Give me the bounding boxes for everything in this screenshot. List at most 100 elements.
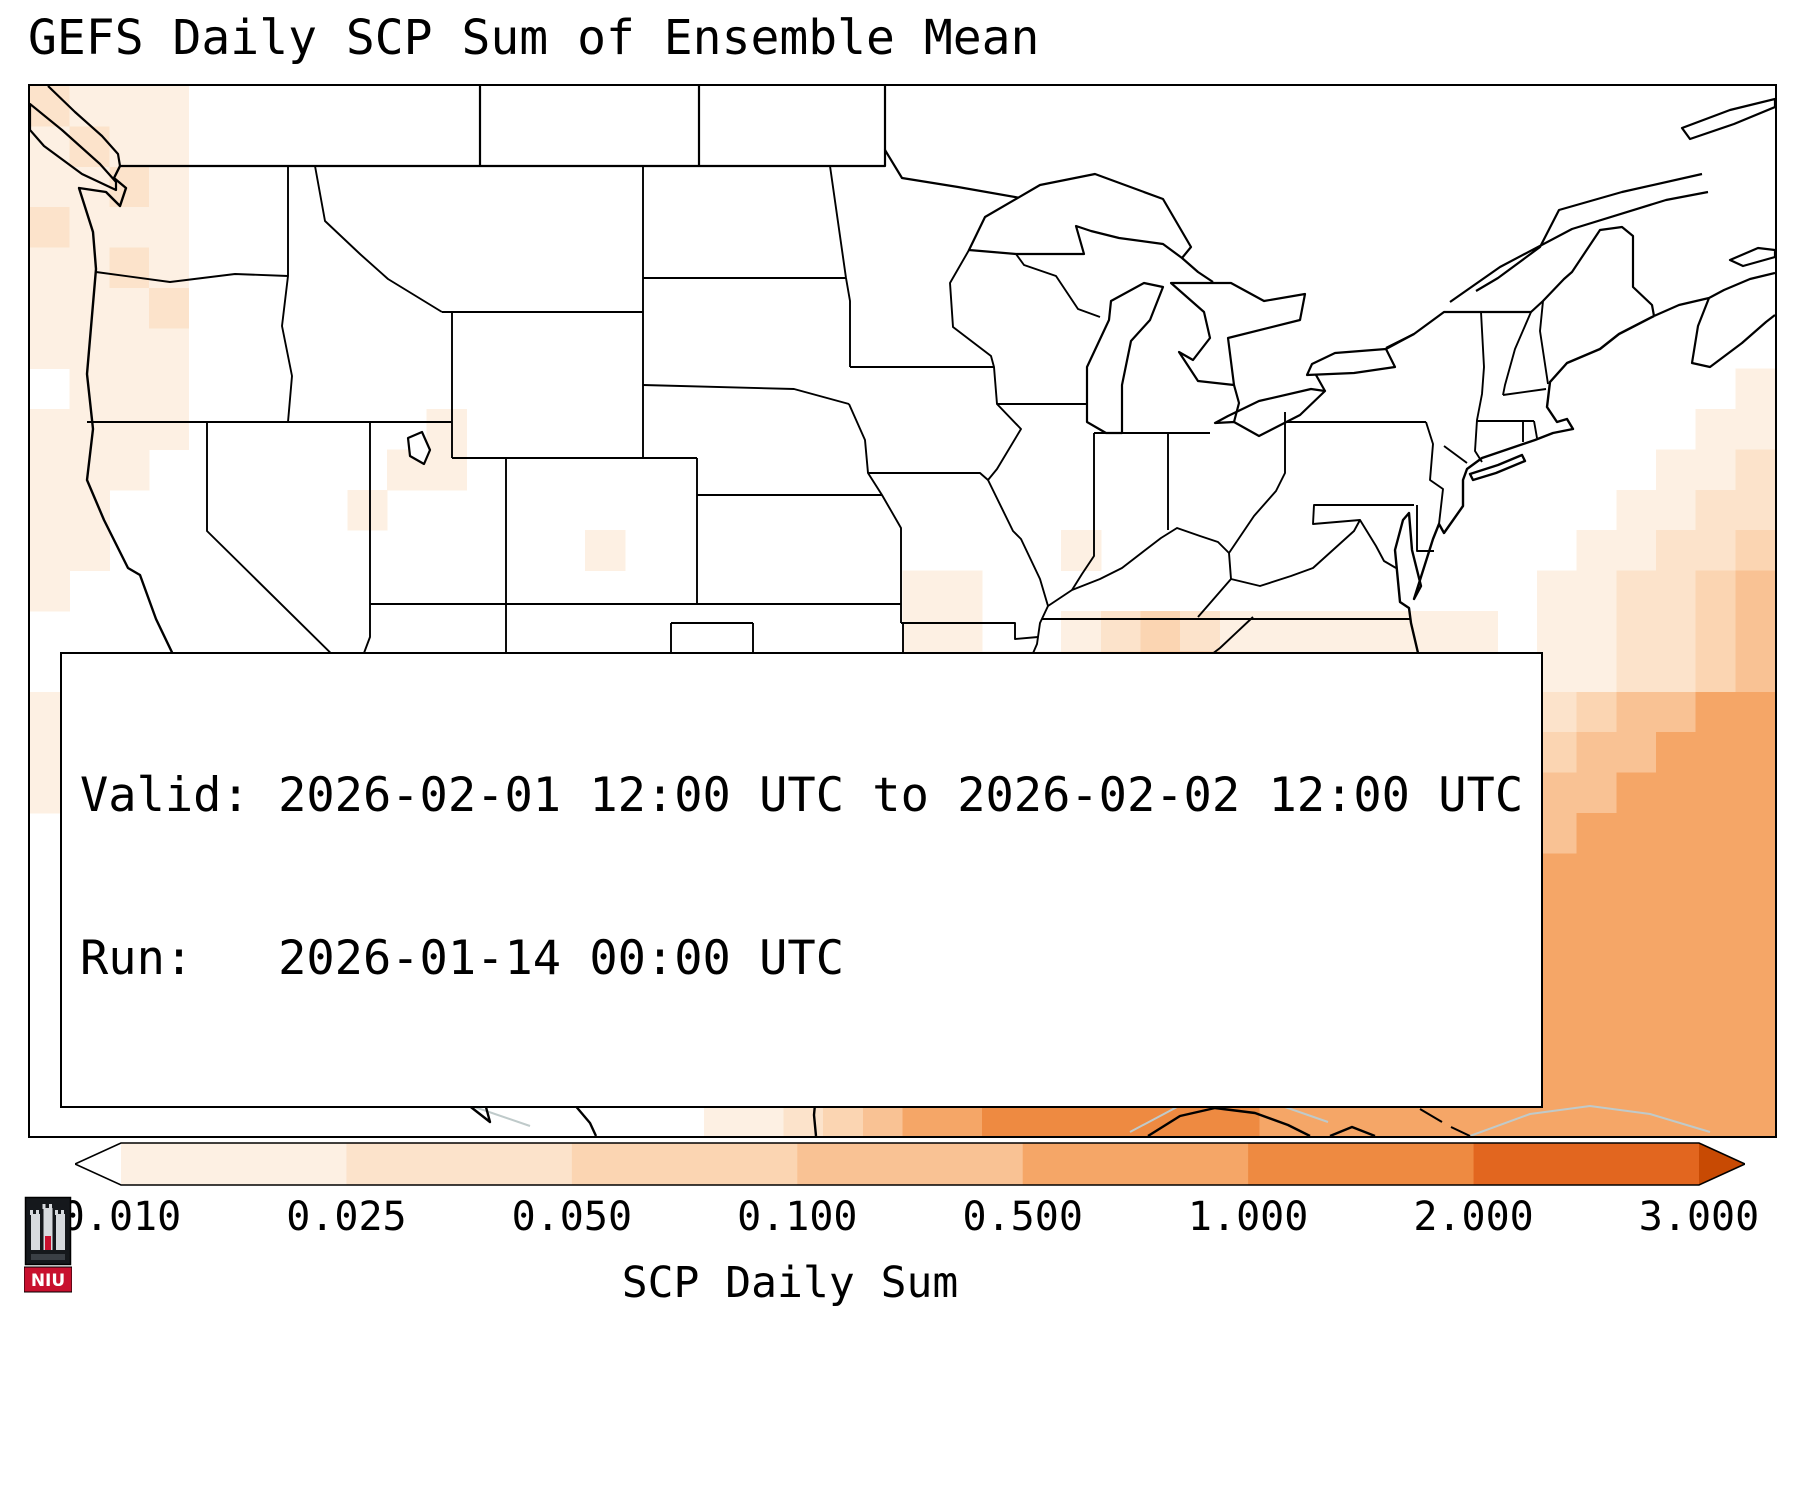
colorbar-segment — [797, 1143, 1024, 1185]
heat-cell — [69, 207, 110, 249]
maritimes-coast — [1653, 271, 1775, 369]
heat-cell — [1259, 611, 1300, 652]
heat-cell — [1656, 1055, 1697, 1097]
heat-cell — [1735, 1014, 1775, 1056]
heat-cell — [1576, 1014, 1617, 1056]
heat-cell — [1537, 1014, 1578, 1056]
heat-cell — [1616, 1095, 1657, 1136]
colorbar-segment — [1248, 1143, 1475, 1185]
heat-cell — [1656, 530, 1697, 572]
heat-cell — [1576, 772, 1617, 814]
heat-cell — [148, 368, 190, 410]
lake-erie — [1213, 387, 1327, 438]
heat-cell — [1735, 812, 1775, 854]
heat-cell — [1735, 570, 1775, 612]
heat-cell — [1576, 893, 1617, 935]
heat-cell — [1576, 934, 1617, 975]
cuba-coast — [1147, 1106, 1376, 1136]
heat-cell — [1656, 449, 1697, 491]
heat-cell — [1616, 1055, 1657, 1097]
heat-cell — [1576, 570, 1617, 612]
heat-cell — [1616, 732, 1657, 774]
colorbar-tick-label: 1.000 — [1187, 1194, 1309, 1240]
colorbar-tick-label: 0.010 — [60, 1194, 182, 1240]
heat-cell — [1735, 489, 1775, 531]
heat-cell — [426, 449, 467, 491]
heat-cell — [1735, 368, 1775, 410]
heat-cell — [1537, 732, 1578, 774]
heat-cell — [1616, 893, 1657, 935]
heat-cell — [148, 86, 190, 127]
heat-cell — [1695, 530, 1736, 572]
heat-cell — [1616, 1014, 1657, 1056]
heat-cell — [1537, 570, 1578, 612]
heat-cell — [109, 247, 150, 289]
heat-cell — [69, 409, 110, 450]
heat-cell — [30, 166, 71, 208]
heat-cell — [109, 86, 150, 127]
heat-cell — [1576, 732, 1617, 774]
heat-cell — [69, 126, 110, 168]
heat-cell — [1735, 934, 1775, 975]
colorbar-segment — [346, 1143, 573, 1185]
colorbar-over-arrow — [1699, 1143, 1745, 1185]
lake-huron — [1169, 281, 1307, 387]
long-island — [1468, 453, 1527, 482]
map-axes: Valid: 2026-02-01 12:00 UTC to 2026-02-0… — [28, 84, 1777, 1138]
heat-cell — [1735, 530, 1775, 572]
heat-cell — [1656, 1014, 1697, 1056]
heat-cell — [109, 126, 150, 168]
heat-cell — [1735, 893, 1775, 935]
heat-cell — [148, 166, 190, 208]
colorbar-under-arrow — [75, 1143, 121, 1185]
heat-cell — [1616, 570, 1657, 612]
heat-cell — [1656, 489, 1697, 531]
heat-cell — [30, 247, 71, 289]
heat-cell — [1656, 732, 1697, 774]
heat-cell — [585, 530, 626, 572]
heat-cell — [1656, 570, 1697, 612]
heat-cell — [1656, 651, 1697, 693]
province-borders — [478, 86, 887, 166]
heat-cell — [1695, 974, 1736, 1016]
colorbar-tick-label: 0.050 — [511, 1194, 633, 1240]
heat-cell — [1576, 530, 1617, 572]
valid-line: Valid: 2026-02-01 12:00 UTC to 2026-02-0… — [80, 767, 1524, 823]
heat-cell — [1576, 853, 1617, 895]
pei-island — [1728, 246, 1775, 268]
colorbar-tick-label: 0.100 — [737, 1194, 858, 1240]
heat-cell — [1695, 853, 1736, 895]
heat-cell — [109, 449, 150, 491]
heat-cell — [1537, 853, 1578, 895]
heat-cell — [1616, 530, 1657, 572]
heat-cell — [1735, 974, 1775, 1016]
heat-cell — [148, 409, 190, 450]
heat-cell — [1695, 691, 1736, 733]
heat-cell — [1735, 651, 1775, 693]
heat-cell — [148, 328, 190, 370]
heat-cell — [1695, 934, 1736, 975]
heat-cell — [69, 287, 110, 329]
heat-cell — [1695, 893, 1736, 935]
colorbar-outline — [75, 1142, 1745, 1186]
heat-cell — [1537, 1055, 1578, 1097]
heat-cell — [30, 530, 71, 572]
heat-cell — [1616, 812, 1657, 854]
heat-cell — [1180, 611, 1221, 652]
heat-cell — [148, 287, 190, 329]
heat-cell — [1537, 1095, 1578, 1136]
castle-icon — [24, 1196, 72, 1266]
heat-cell — [109, 207, 150, 249]
heat-cell — [69, 247, 110, 289]
colorbar-segment — [571, 1143, 798, 1185]
heat-cell — [30, 328, 71, 370]
heat-cell — [1695, 449, 1736, 491]
heat-cell — [1418, 611, 1459, 652]
heat-cell — [1656, 974, 1697, 1016]
heat-cell — [1537, 893, 1578, 935]
heat-cell — [1576, 1095, 1617, 1136]
colorbar-tick-label: 2.000 — [1413, 1194, 1534, 1240]
heat-cell — [1695, 651, 1736, 693]
heat-cell — [69, 489, 110, 531]
heat-cell — [1140, 611, 1181, 652]
